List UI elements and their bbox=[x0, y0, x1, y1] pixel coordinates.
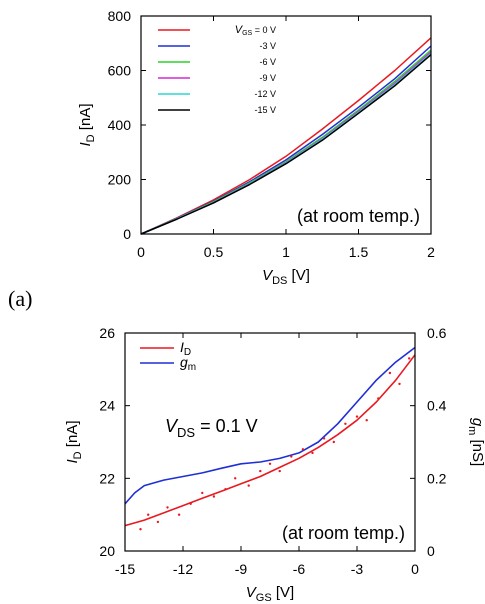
panel-a-series bbox=[140, 37, 432, 235]
panel-b-x-tick-label: -15 bbox=[115, 561, 135, 577]
panel-b-y2-tick-label: 0.6 bbox=[427, 325, 447, 341]
panel-a-annotation: (at room temp.) bbox=[297, 206, 420, 226]
panel-b-ticks: -15 -12 -9 -6 -3 0 20 22 24 26 0 0.2 0.4 0.6 bbox=[99, 325, 446, 577]
panel-b-data-point bbox=[290, 455, 293, 458]
panel-a-x-tick-label: 0 bbox=[137, 244, 145, 260]
panel-b-data-point bbox=[355, 415, 359, 418]
panel-a-series-line bbox=[140, 37, 432, 235]
panel-a-x-tick-label: 1.5 bbox=[349, 244, 369, 260]
panel-b-y2-tick-label: 0.2 bbox=[427, 470, 447, 486]
panel-a-legend-label: -6 V bbox=[259, 57, 276, 67]
panel-a-chart: 0 0.5 1 1.5 2 0 200 400 600 800 VGS = 0 V -3 V -6 V… bbox=[77, 8, 435, 287]
panel-a-ticks: 0 0.5 1 1.5 2 0 200 400 600 800 bbox=[108, 8, 435, 260]
panel-b-x-tick-label: -6 bbox=[293, 561, 306, 577]
panel-b-data-point bbox=[388, 371, 392, 375]
panel-a-legend-label: VGS = 0 V bbox=[235, 24, 276, 37]
panel-b-data-point bbox=[147, 513, 150, 516]
panel-a-y-tick-label: 400 bbox=[108, 117, 132, 133]
panel-a-y-axis-label: ID [nA] bbox=[77, 104, 97, 147]
panel-b-data-point bbox=[408, 357, 411, 360]
panel-b-data-point bbox=[278, 469, 281, 473]
panel-a-series-line bbox=[140, 54, 432, 235]
panel-a-y-tick-label: 200 bbox=[108, 172, 132, 188]
panel-b-data-point bbox=[166, 506, 169, 509]
panel-b-data-point bbox=[259, 469, 262, 473]
panel-a-x-tick-label: 0.5 bbox=[204, 244, 224, 260]
panel-b-y2-tick-label: 0.4 bbox=[427, 398, 447, 414]
panel-a-y-tick-label: 600 bbox=[108, 63, 132, 79]
panel-b-legend-label: ID bbox=[180, 339, 191, 358]
panel-b-data-point bbox=[201, 491, 204, 495]
panel-a-x-axis-label: VDS [V] bbox=[262, 267, 310, 287]
panel-a-legend-label: -12 V bbox=[254, 89, 276, 99]
panel-a-label: (a) bbox=[8, 286, 32, 311]
panel-a-x-tick-label: 2 bbox=[427, 244, 435, 260]
panel-b-annotation: (at room temp.) bbox=[282, 523, 405, 543]
panel-b-data-point bbox=[177, 513, 181, 516]
panel-b-series-line bbox=[124, 354, 416, 527]
panel-b-vds-note: VDS = 0.1 V bbox=[165, 416, 258, 440]
panel-a-x-tick-label: 1 bbox=[282, 244, 290, 260]
panel-b-data-point bbox=[268, 462, 272, 465]
panel-a-y-tick-label: 0 bbox=[123, 226, 131, 242]
panel-b-y-tick-label: 24 bbox=[99, 398, 115, 414]
panel-b-data-point bbox=[234, 477, 237, 480]
panel-a-plot-frame bbox=[140, 15, 432, 235]
panel-b-x-tick-label: -3 bbox=[351, 561, 364, 577]
panel-b-series bbox=[124, 346, 416, 531]
panel-b-y-tick-label: 20 bbox=[99, 543, 115, 559]
panel-b-y-axis-label: ID [nA] bbox=[64, 421, 84, 464]
panel-b-data-point bbox=[247, 484, 250, 487]
panel-b-data-point bbox=[156, 520, 160, 524]
panel-b-data-point bbox=[344, 422, 347, 425]
panel-b-x-axis-label: VGS [V] bbox=[246, 584, 294, 604]
panel-b-legend-label: gm bbox=[180, 354, 196, 373]
panel-b-y-tick-label: 22 bbox=[99, 470, 115, 486]
panel-b-x-tick-label: 0 bbox=[411, 561, 419, 577]
panel-b-data-point bbox=[322, 437, 326, 440]
panel-b-data-point bbox=[332, 440, 335, 444]
panel-b-data-point bbox=[301, 448, 305, 451]
panel-b-data-point bbox=[365, 419, 368, 422]
panel-b-y2-axis-label: gm [nS] bbox=[466, 418, 485, 466]
panel-b-data-point bbox=[398, 382, 401, 386]
panel-a-legend-label: -9 V bbox=[259, 73, 276, 83]
panel-a-legend-label: -15 V bbox=[254, 105, 276, 115]
panel-b-y-tick-label: 26 bbox=[99, 325, 115, 341]
panel-b-data-point bbox=[189, 502, 192, 505]
panel-a-legend: VGS = 0 V -3 V -6 V -9 V -12 V -15 V bbox=[158, 24, 276, 115]
panel-b-data-point bbox=[377, 397, 380, 400]
panel-b-data-point bbox=[311, 451, 314, 455]
panel-b-series-line bbox=[124, 346, 416, 505]
panel-a-legend-label: -3 V bbox=[259, 41, 276, 51]
panel-b-x-tick-label: -9 bbox=[235, 561, 248, 577]
panel-b-data-point bbox=[139, 528, 142, 531]
panel-b-plot-frame bbox=[124, 332, 416, 552]
panel-b-x-tick-label: -12 bbox=[173, 561, 193, 577]
panel-b-data-point bbox=[212, 495, 216, 498]
panel-b-data-point bbox=[224, 488, 227, 491]
panel-a-y-tick-label: 800 bbox=[108, 8, 132, 24]
panel-b-y2-tick-label: 0 bbox=[427, 543, 435, 559]
